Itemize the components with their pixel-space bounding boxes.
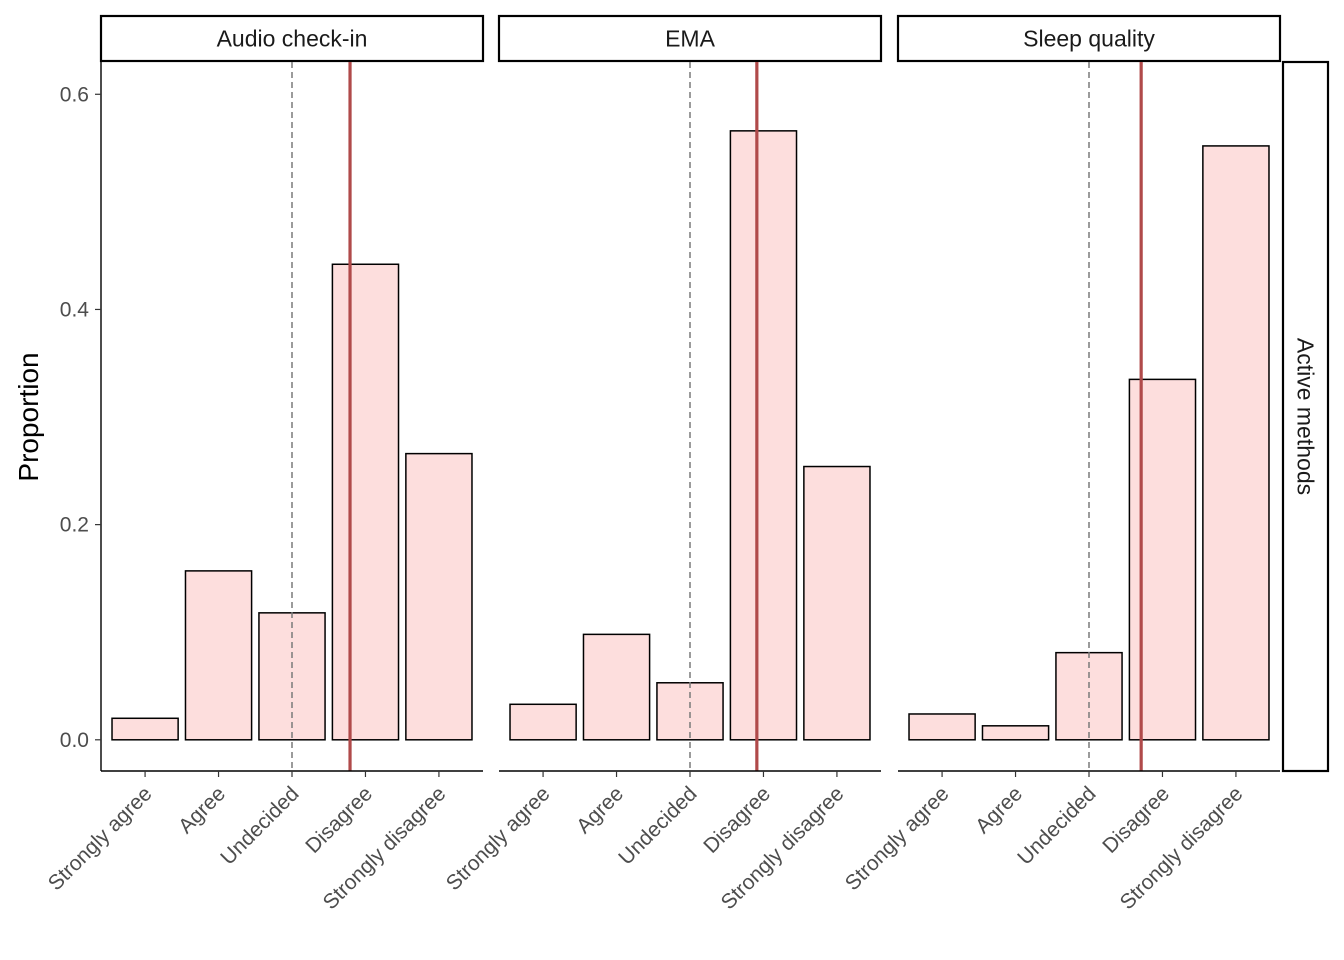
x-tick-label: Disagree bbox=[1098, 782, 1174, 858]
bar bbox=[509, 703, 577, 741]
bar bbox=[1202, 145, 1270, 741]
x-tick-label: Disagree bbox=[301, 782, 377, 858]
facet-row-strip: Active methods bbox=[1281, 60, 1330, 773]
x-tick-label: Agree bbox=[572, 782, 628, 838]
x-tick-label: Undecided bbox=[216, 782, 303, 869]
bar bbox=[908, 713, 976, 741]
y-tick-label: 0.6 bbox=[60, 83, 89, 106]
facet-strip-label: EMA bbox=[665, 26, 716, 52]
bar bbox=[803, 465, 871, 741]
y-tick-label: 0.2 bbox=[60, 514, 89, 537]
panel-1: Audio check-in Strongly agree AgreeUndecid… bbox=[44, 14, 485, 914]
x-tick-label: Strongly agree bbox=[442, 782, 555, 895]
bar bbox=[184, 570, 253, 741]
facet-row-box bbox=[1281, 60, 1330, 773]
y-tick-label: 0.4 bbox=[60, 298, 90, 321]
y-axis: 0.0 0.2 0.4 0.6 bbox=[60, 62, 102, 771]
bar bbox=[582, 633, 651, 741]
x-tick-label: Agree bbox=[174, 782, 230, 838]
facet-strip bbox=[896, 14, 1282, 63]
facet-strip bbox=[497, 14, 883, 63]
bar bbox=[405, 452, 473, 741]
panel-3: Sleep quality Strongly agree AgreeUndecide… bbox=[841, 14, 1282, 914]
x-tick-label: Strongly disagree bbox=[319, 782, 451, 914]
facet-strip-label: Sleep quality bbox=[1023, 26, 1155, 52]
facet-strip bbox=[99, 14, 485, 63]
x-tick-label: Disagree bbox=[699, 782, 775, 858]
x-tick-label: Strongly agree bbox=[44, 782, 157, 895]
facet-strip-label: Audio check-in bbox=[217, 26, 368, 52]
x-tick-label: Strongly agree bbox=[841, 782, 954, 895]
x-tick-label: Strongly disagree bbox=[717, 782, 849, 914]
bar bbox=[656, 682, 724, 741]
bar bbox=[111, 717, 179, 741]
bar bbox=[1128, 378, 1197, 741]
x-tick-label: Agree bbox=[971, 782, 1027, 838]
x-tick-label: Undecided bbox=[614, 782, 701, 869]
y-tick-label: 0.0 bbox=[60, 729, 89, 752]
bar bbox=[729, 130, 798, 741]
x-tick-label: Strongly disagree bbox=[1116, 782, 1248, 914]
bar bbox=[981, 725, 1050, 741]
facet-row-label: Active methods bbox=[1293, 338, 1319, 495]
panel-2: EMA Strongly agree AgreeUndecidedDisagreeS… bbox=[442, 14, 883, 914]
x-tick-label: Undecided bbox=[1013, 782, 1100, 869]
bar bbox=[331, 263, 400, 741]
y-axis-label: Proportion bbox=[13, 352, 44, 481]
